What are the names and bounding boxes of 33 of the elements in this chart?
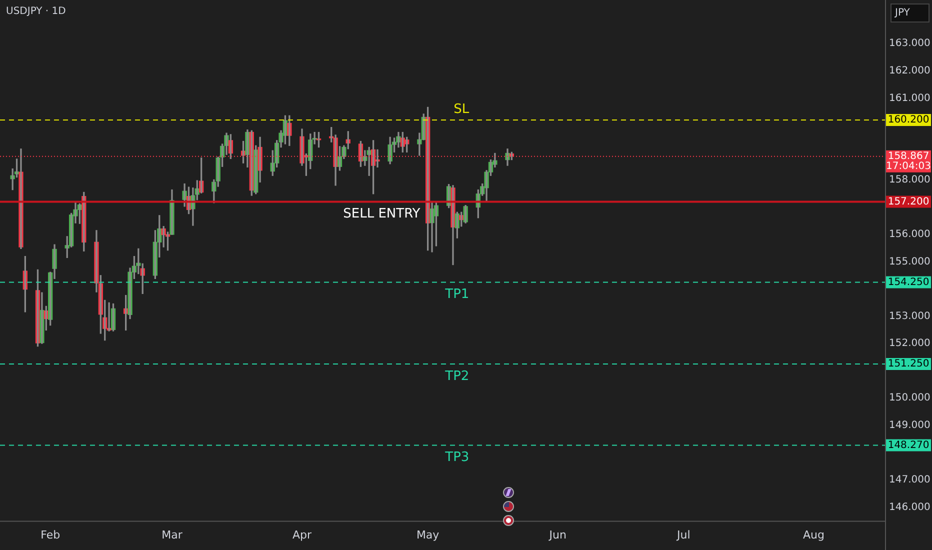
ref-line-label: 158.867 xyxy=(888,150,930,162)
x-tick-label: Jun xyxy=(548,528,566,542)
y-tick-label: 153.000 xyxy=(889,310,930,322)
y-tick-label: 152.000 xyxy=(889,338,930,350)
x-tick-label: Aug xyxy=(802,528,824,542)
y-tick-label: 158.000 xyxy=(889,174,930,186)
x-tick-label: Jul xyxy=(676,528,690,542)
x-tick-label: Mar xyxy=(162,528,183,542)
y-tick-label: 146.000 xyxy=(889,502,930,513)
annotation: TP2 xyxy=(444,368,470,384)
y-tick-label: 162.000 xyxy=(889,65,930,76)
y-tick-label: 161.000 xyxy=(889,92,930,104)
ref-line-label: 151.250 xyxy=(888,358,930,370)
annotation: SL xyxy=(454,102,470,117)
annotation: TP3 xyxy=(444,450,470,466)
ref-line-label: 157.200 xyxy=(888,196,930,208)
text: JPY xyxy=(894,8,911,19)
x-tick-label: Feb xyxy=(40,528,60,542)
text: USDJPY · 1D xyxy=(6,6,66,17)
annotation: SELL ENTRY xyxy=(343,206,420,222)
y-tick-label: 149.000 xyxy=(889,420,930,431)
y-tick-label: 147.000 xyxy=(889,474,930,486)
x-tick-label: May xyxy=(416,528,440,542)
ref-line-label: 148.270 xyxy=(888,440,930,451)
ref-line-label: 154.250 xyxy=(888,276,930,288)
y-tick-label: 155.000 xyxy=(889,256,930,268)
ref-line-label: 160.200 xyxy=(888,114,930,126)
annotation: TP1 xyxy=(444,287,470,302)
y-tick-label: 150.000 xyxy=(889,392,930,404)
x-tick-label: Apr xyxy=(292,528,312,542)
y-tick-label: 156.000 xyxy=(889,229,930,240)
text: 17:04:03 xyxy=(886,160,931,172)
y-tick-label: 163.000 xyxy=(889,38,930,50)
